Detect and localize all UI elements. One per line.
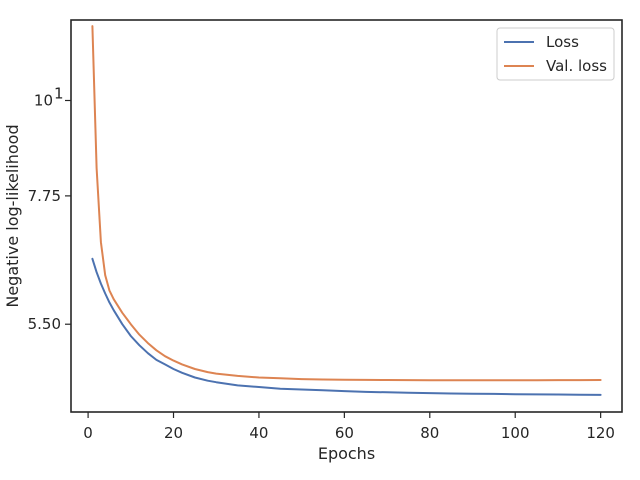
y-tick-exponent: 1	[54, 84, 64, 102]
series-line-loss	[91, 257, 602, 396]
y-axis-label: Negative log-likelihood	[3, 124, 22, 307]
y-tick-label: 5.50	[28, 315, 61, 333]
series-layer	[91, 25, 602, 396]
x-tick-label: 120	[586, 424, 615, 442]
plot-frame	[70, 19, 623, 413]
ticks-layer: 0 20 40 60 80 100 120 5.50 7.75 10 1	[28, 84, 615, 442]
x-tick-label: 100	[501, 424, 530, 442]
legend-label-loss: Loss	[546, 33, 579, 51]
x-tick-label: 80	[420, 424, 439, 442]
x-tick-label: 0	[83, 424, 93, 442]
series-line-val-loss	[91, 25, 602, 382]
x-axis-label: Epochs	[318, 444, 375, 463]
x-tick-label: 60	[335, 424, 354, 442]
x-tick-label: 40	[249, 424, 268, 442]
y-tick-label: 10	[34, 91, 53, 109]
y-tick-label: 7.75	[28, 187, 61, 205]
legend-label-val-loss: Val. loss	[546, 57, 607, 75]
x-tick-label: 20	[164, 424, 183, 442]
legend: Loss Val. loss	[496, 27, 615, 81]
